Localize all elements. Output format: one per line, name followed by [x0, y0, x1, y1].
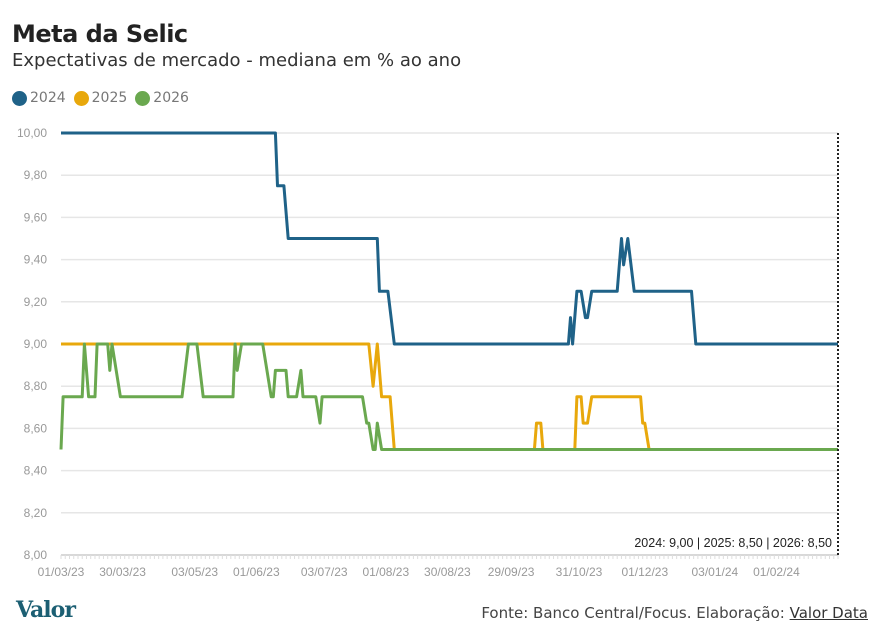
legend-item-2026[interactable]: 2026	[135, 90, 189, 106]
x-tick-label: 03/05/23	[171, 565, 218, 579]
x-tick-label: 29/09/23	[488, 565, 535, 579]
legend-item-2025[interactable]: 2025	[73, 90, 127, 106]
x-tick-label: 01/12/23	[621, 565, 668, 579]
legend-item-2024[interactable]: 2024	[12, 90, 66, 106]
x-tick-label: 01/03/23	[38, 565, 85, 579]
x-tick-label: 01/06/23	[233, 565, 280, 579]
source-note: Fonte: Banco Central/Focus. Elaboração: …	[481, 604, 868, 622]
legend: 2024 2025 2026	[12, 90, 189, 106]
y-tick-label: 8,20	[24, 506, 48, 520]
x-tick-label: 01/08/23	[362, 565, 409, 579]
y-tick-label: 10,00	[17, 126, 47, 140]
legend-swatch	[12, 90, 27, 106]
y-tick-label: 9,00	[24, 337, 48, 351]
y-tick-label: 9,40	[24, 253, 48, 267]
y-tick-label: 8,40	[24, 464, 48, 478]
y-tick-label: 8,00	[24, 548, 48, 562]
latest-values-annotation: 2024: 9,00 | 2025: 8,50 | 2026: 8,50	[634, 536, 832, 550]
x-tick-label: 30/03/23	[99, 565, 146, 579]
y-tick-label: 8,80	[24, 379, 48, 393]
series-line-2026	[59, 342, 838, 451]
legend-swatch	[135, 90, 151, 106]
chart-title: Meta da Selic	[12, 20, 188, 48]
series-line-2024	[61, 131, 838, 346]
x-tick-label: 03/01/24	[692, 565, 739, 579]
x-tick-label: 01/02/24	[753, 565, 800, 579]
chart-subtitle: Expectativas de mercado - mediana em % a…	[12, 50, 462, 71]
x-tick-label: 03/07/23	[301, 565, 348, 579]
x-tick-label: 30/08/23	[424, 565, 471, 579]
legend-swatch	[73, 90, 89, 106]
y-tick-label: 8,60	[24, 421, 48, 435]
y-tick-label: 9,20	[24, 295, 48, 309]
valor-logo: Valor	[16, 597, 76, 623]
y-tick-label: 9,60	[24, 210, 48, 224]
x-tick-label: 31/10/23	[556, 565, 603, 579]
valor-data-link[interactable]: Valor Data	[789, 604, 868, 622]
y-tick-label: 9,80	[24, 168, 48, 182]
